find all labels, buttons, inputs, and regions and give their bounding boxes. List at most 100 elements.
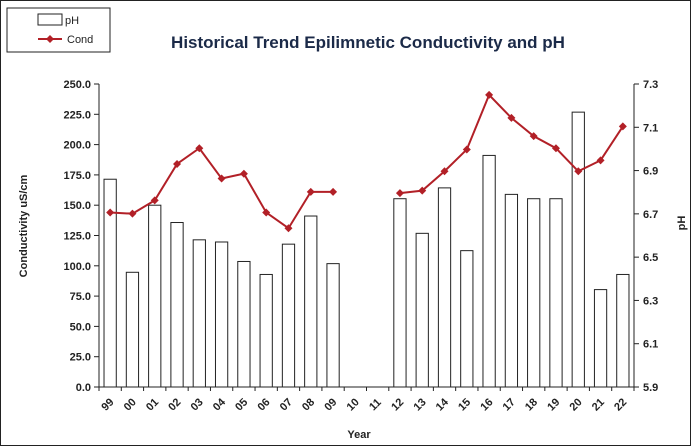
ph-bar	[616, 273, 630, 388]
x-tick-label: 04	[211, 396, 229, 414]
cond-point	[150, 196, 159, 205]
y-left-tick-label: 125.0	[63, 231, 91, 243]
y-right-tick-label: 6.5	[643, 252, 658, 264]
x-tick-label: 99	[99, 396, 116, 413]
ph-bar	[237, 260, 251, 388]
legend-cond-label: Cond	[67, 34, 93, 46]
x-tick-label: 19	[545, 396, 562, 413]
y-right-tick-label: 6.9	[643, 166, 658, 178]
cond-point	[462, 145, 471, 154]
x-tick-label: 16	[478, 396, 495, 413]
cond-point	[106, 208, 115, 217]
y-right-tick-label: 6.7	[643, 209, 658, 221]
cond-point	[574, 167, 583, 176]
cond-point	[217, 174, 226, 183]
cond-point	[195, 144, 204, 153]
y-right-tick-label: 5.9	[643, 382, 658, 394]
x-tick-label: 13	[412, 396, 429, 413]
x-tick-label: 03	[189, 396, 206, 413]
ph-bar	[304, 215, 318, 388]
ph-bar	[437, 187, 452, 388]
cond-point	[284, 224, 293, 233]
cond-point	[507, 113, 516, 122]
x-tick-label: 17	[501, 396, 518, 413]
x-tick-label: 09	[322, 396, 339, 413]
ph-bar	[281, 243, 296, 388]
cond-point	[440, 167, 449, 176]
cond-point	[128, 209, 137, 218]
y-left-tick-label: 50.0	[70, 321, 91, 333]
cond-point	[329, 187, 338, 196]
y-left-tick-label: 100.0	[63, 261, 91, 273]
y-right-tick-label: 6.1	[643, 339, 658, 351]
y-axis-right-title: pH	[676, 216, 688, 231]
cond-point	[262, 208, 271, 217]
ph-bar	[326, 263, 340, 388]
y-axis-left-title: Conductivity uS/cm	[18, 174, 30, 277]
y-left-tick-label: 150.0	[63, 200, 91, 212]
cond-point	[395, 189, 404, 198]
ph-bar	[549, 198, 563, 388]
ph-bar	[415, 232, 429, 388]
legend-cond-marker	[46, 35, 54, 43]
x-tick-label: 10	[345, 396, 362, 413]
y-left-tick-label: 25.0	[70, 352, 91, 364]
ph-bar	[170, 222, 184, 388]
cond-point	[618, 122, 627, 131]
x-tick-label: 15	[456, 396, 473, 413]
x-tick-label: 02	[166, 396, 183, 413]
x-tick-label: 08	[300, 396, 317, 413]
legend-ph-swatch	[37, 13, 63, 26]
ph-bar	[393, 198, 407, 388]
plot-area: 0.0 25.0 50.0 75.0 100.0 125.0 150.0 175.0 200.0…	[63, 79, 658, 413]
x-tick-label: 05	[233, 396, 250, 413]
y-right-tick-label: 7.1	[643, 122, 658, 134]
cond-point	[418, 186, 427, 195]
ph-bar	[460, 250, 474, 388]
cond-point	[596, 156, 605, 165]
ph-bar	[148, 204, 162, 388]
cond-line	[110, 146, 334, 230]
x-tick-label: 21	[590, 396, 607, 413]
x-tick-label: 00	[122, 396, 139, 413]
y-right-tick-label: 6.3	[643, 295, 658, 307]
y-left-tick-label: 225.0	[63, 109, 91, 121]
ph-bar	[103, 178, 117, 388]
cond-point	[306, 187, 315, 196]
legend-ph-label: pH	[65, 15, 79, 27]
y-left-tick-label: 250.0	[63, 79, 91, 91]
x-tick-label: 18	[523, 396, 540, 413]
y-right-tick-label: 7.3	[643, 79, 658, 91]
cond-point	[173, 159, 182, 168]
ph-bar	[593, 289, 608, 388]
cond-line	[399, 93, 624, 195]
cond-point	[551, 144, 560, 153]
cond-point	[529, 132, 538, 141]
x-tick-label: 07	[278, 396, 295, 413]
ph-bar	[192, 239, 206, 388]
ph-bar	[125, 271, 140, 388]
ph-bar	[571, 111, 585, 388]
x-axis-title: Year	[347, 429, 371, 441]
x-tick-label: 06	[255, 396, 272, 413]
x-tick-label: 12	[389, 396, 406, 413]
cond-point	[485, 90, 494, 99]
x-tick-label: 20	[568, 396, 585, 413]
x-tick-label: 14	[434, 396, 452, 414]
y-left-tick-label: 200.0	[63, 140, 91, 152]
ph-bar	[214, 241, 229, 388]
ph-bar	[527, 198, 541, 388]
x-tick-label: 22	[612, 396, 629, 413]
cond-point	[239, 169, 248, 178]
ph-bar	[259, 273, 273, 388]
ph-bar	[482, 154, 496, 388]
y-left-tick-label: 75.0	[70, 291, 91, 303]
x-tick-label: 11	[367, 397, 384, 414]
x-tick-label: 01	[144, 396, 161, 413]
y-left-tick-label: 0.0	[76, 382, 91, 394]
y-left-tick-label: 175.0	[63, 170, 91, 182]
chart-title: Historical Trend Epilimnetic Conductivit…	[171, 33, 565, 52]
ph-bar	[504, 193, 519, 388]
